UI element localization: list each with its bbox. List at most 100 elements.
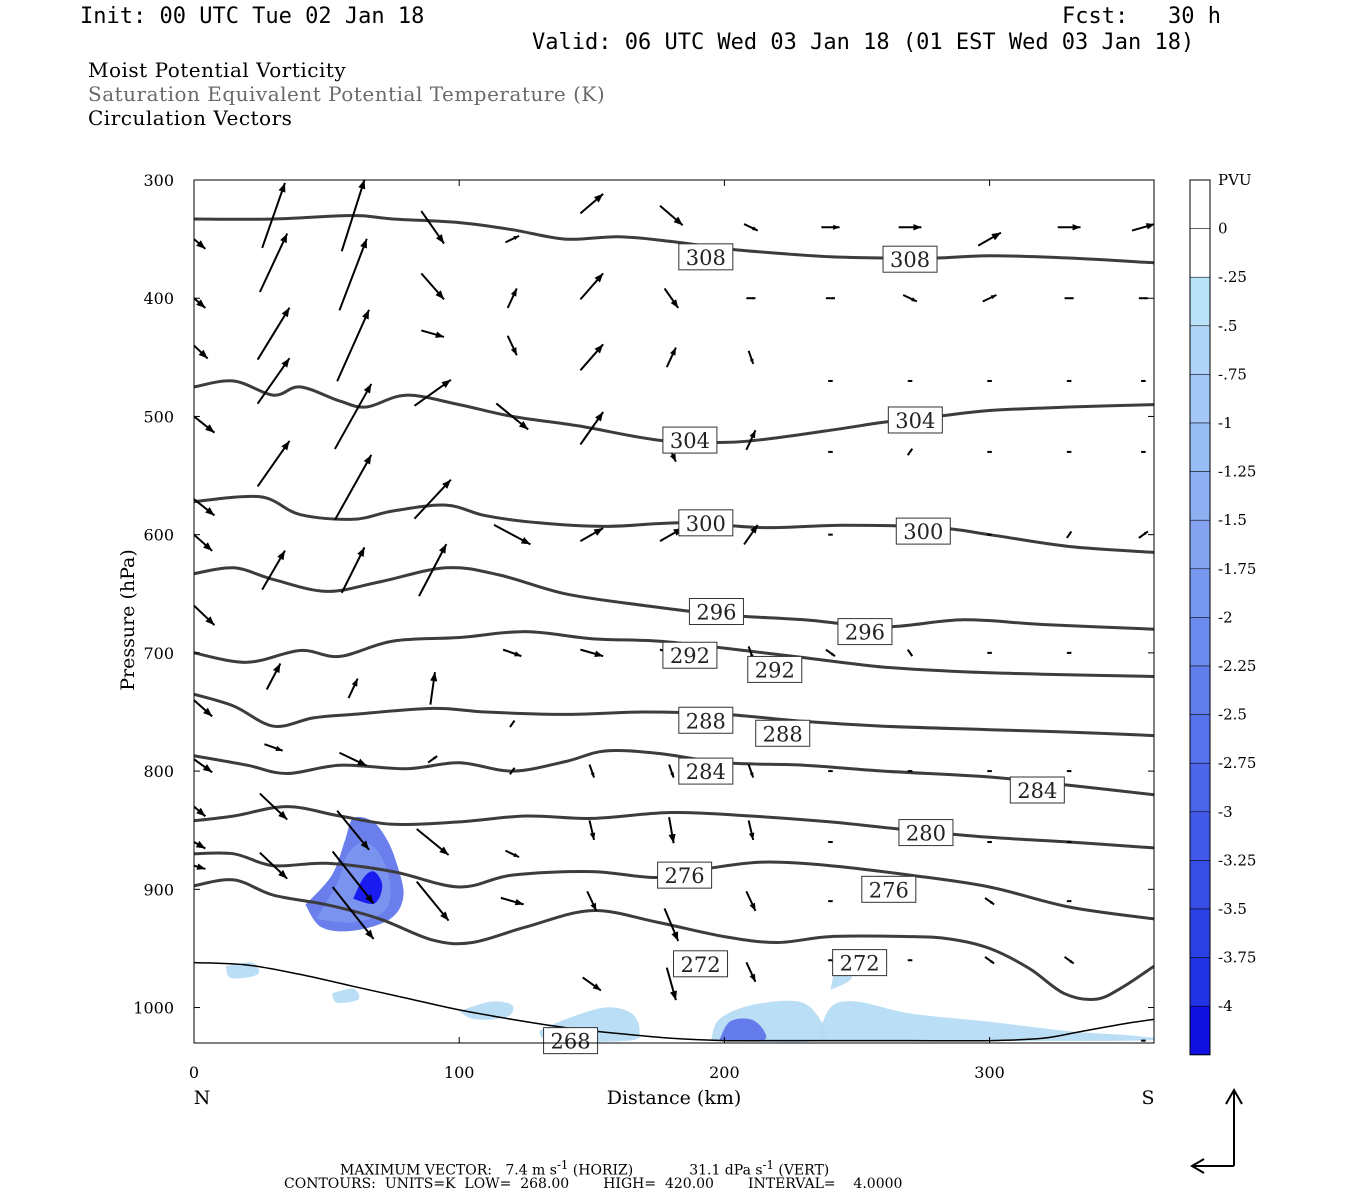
contour-label-text: 288 <box>763 722 803 746</box>
contour-label-text: 300 <box>903 520 943 544</box>
circulation-vector <box>261 182 286 249</box>
circulation-vector <box>338 238 368 311</box>
circulation-vector <box>256 307 291 361</box>
circulation-vector <box>429 671 438 705</box>
vert-exponent: -1 <box>762 1158 774 1172</box>
circulation-vector <box>194 296 207 309</box>
colorbar-label: -2.25 <box>1218 657 1256 675</box>
init-time: Init: 00 UTC Tue 02 Jan 18 <box>80 4 425 29</box>
x-end-label-south: S <box>1141 1087 1154 1109</box>
colorbar-label: -4 <box>1218 997 1233 1015</box>
colorbar-swatch <box>1189 568 1211 618</box>
circulation-vector <box>194 533 213 552</box>
circulation-vector <box>421 329 445 338</box>
circulation-vector <box>1131 223 1154 232</box>
max-horiz-value: 7.4 m s <box>505 1162 557 1179</box>
contour-label-text: 276 <box>665 864 705 888</box>
circulation-vector <box>743 524 759 545</box>
contour-label: 296 <box>837 618 893 646</box>
circulation-vector-layer <box>194 180 1154 1042</box>
max-vector-label: MAXIMUM VECTOR: <box>340 1162 492 1179</box>
theta-es-contour-284 <box>194 749 1154 797</box>
circulation-vector <box>334 454 373 521</box>
circulation-vector <box>420 272 445 301</box>
contour-label: 308 <box>882 245 938 273</box>
theta-es-contour-272 <box>194 878 1154 1002</box>
circulation-vector <box>495 402 529 431</box>
contour-label-text: 300 <box>686 512 726 536</box>
circulation-vector <box>256 357 291 405</box>
circulation-vector <box>1064 956 1075 965</box>
circulation-vector <box>259 233 289 293</box>
colorbar-label: -1.25 <box>1218 463 1256 481</box>
circulation-vector <box>825 648 836 657</box>
contour-label: 276 <box>861 875 917 903</box>
axes-layer: 300 400 500 600 700 800 900 1000 0 100 200 300 <box>133 171 1154 1082</box>
theta-es-contour-layer <box>194 213 1154 1042</box>
theta-es-contour-280 <box>194 805 1154 850</box>
circulation-vector <box>336 309 370 382</box>
circulation-vector <box>415 881 450 922</box>
contour-label-text: 284 <box>686 760 726 784</box>
colorbar-label: -1 <box>1218 414 1233 432</box>
colorbar-label: -.25 <box>1218 268 1247 286</box>
theta-es-contour-300 <box>194 494 1154 554</box>
circulation-vector <box>509 767 516 775</box>
colorbar-label: -1.75 <box>1218 560 1256 578</box>
x-tick-label: 300 <box>974 1063 1005 1082</box>
contours-units: UNITS=K <box>384 1176 456 1192</box>
circulation-vector <box>828 841 833 844</box>
circulation-vector <box>665 967 677 1001</box>
circulation-vector <box>898 224 922 231</box>
circulation-vector <box>339 751 368 767</box>
colorbar: 0 -.25 -.5 -.75 -1 -1.25 -1.5 -1.75 -2 -2.25 -2.5 -… <box>1189 179 1256 1056</box>
circulation-vector <box>579 272 604 301</box>
contour-label: 284 <box>1009 776 1065 804</box>
circulation-vector <box>194 604 216 626</box>
circulation-vector <box>663 908 680 942</box>
circulation-vector <box>659 204 684 226</box>
circulation-vector <box>1138 530 1149 539</box>
circulation-vector <box>413 378 452 407</box>
max-vector-footer: MAXIMUM VECTOR: 7.4 m s-1 (HORIZ) 31.1 dP… <box>340 1158 829 1179</box>
colorbar-label: -1.5 <box>1218 511 1247 529</box>
contour-label-text: 304 <box>670 429 710 453</box>
contour-label: 304 <box>887 406 943 434</box>
circulation-vector <box>902 294 918 303</box>
horiz-exponent: -1 <box>556 1158 569 1172</box>
circulation-vector <box>331 886 375 940</box>
circulation-vector <box>586 890 598 912</box>
colorbar-swatch <box>1189 617 1211 667</box>
circulation-vector <box>907 959 913 962</box>
y-axis-title: Pressure (hPa) <box>117 549 139 691</box>
circulation-vector <box>413 479 452 520</box>
circulation-vector <box>194 237 207 250</box>
circulation-vector <box>745 961 757 983</box>
colorbar-swatch <box>1189 422 1211 472</box>
circulation-vector <box>825 296 836 300</box>
circulation-vector <box>194 698 213 718</box>
contour-label-text: 308 <box>686 246 726 270</box>
circulation-vector <box>747 350 755 365</box>
circulation-vector <box>746 296 756 300</box>
mpv-region-light <box>817 1001 1154 1041</box>
mpv-region-light <box>459 1001 514 1020</box>
circulation-vector <box>987 651 992 654</box>
circulation-vector <box>418 543 448 597</box>
contour-label-text: 292 <box>755 658 795 682</box>
circulation-vector <box>828 959 833 962</box>
circulation-vector <box>504 234 520 244</box>
circulation-vector <box>745 890 757 912</box>
circulation-vector <box>265 663 282 690</box>
circulation-vector <box>334 383 373 450</box>
y-tick-label: 1000 <box>133 999 174 1018</box>
circulation-vector <box>579 527 604 543</box>
colorbar-swatch <box>1189 179 1211 229</box>
x-end-label-north: N <box>194 1087 211 1109</box>
circulation-vector <box>828 770 833 773</box>
valid-time: Valid: 06 UTC Wed 03 Jan 18 (01 EST Wed … <box>532 30 1195 55</box>
mpv-region-light <box>331 988 360 1004</box>
max-vert-value: 31.1 dPa s <box>689 1162 763 1179</box>
colorbar-frame <box>1189 179 1211 1056</box>
